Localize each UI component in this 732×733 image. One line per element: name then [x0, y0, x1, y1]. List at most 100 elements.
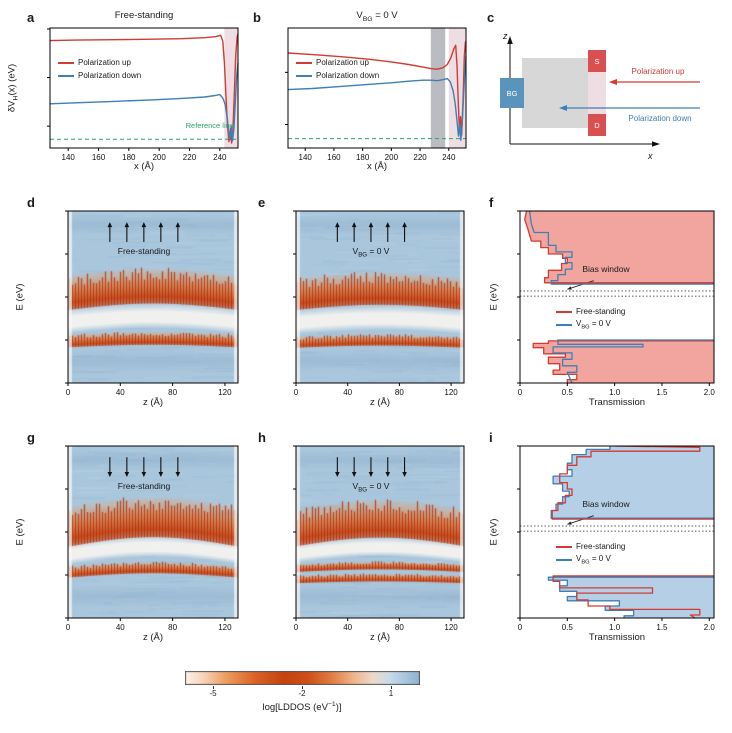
panel-e-annotation: VBG = 0 V [352, 246, 390, 259]
legend-label-free-standing: Free-standing [576, 542, 626, 551]
svg-text:0: 0 [518, 388, 523, 397]
panel-label-d: d [27, 195, 35, 210]
legend-line-polarization-up [58, 61, 74, 64]
svg-text:1.5: 1.5 [656, 623, 668, 632]
svg-text:80: 80 [395, 388, 404, 397]
polarization-down-arrowhead [559, 105, 567, 111]
source-label: S [594, 57, 599, 66]
panel-g-xlabel: z (Å) [142, 632, 164, 643]
channel-region [522, 58, 588, 128]
legend-label-free-standing: Free-standing [576, 307, 626, 316]
svg-text:1.5: 1.5 [656, 388, 668, 397]
svg-text:1.0: 1.0 [609, 623, 621, 632]
panel-b-title: VBG = 0 V [356, 10, 398, 23]
drain-electrode [588, 114, 606, 136]
svg-text:80: 80 [168, 623, 177, 632]
panel-label-i: i [489, 430, 493, 445]
svg-text:200: 200 [385, 153, 399, 162]
svg-text:40: 40 [116, 388, 125, 397]
colorbar-tick-label: -2 [298, 689, 306, 698]
colorbar [185, 671, 420, 685]
legend-label-polarization-up: Polarization up [316, 58, 369, 67]
svg-text:0.5: 0.5 [562, 388, 574, 397]
svg-text:40: 40 [343, 623, 352, 632]
panel-label-e: e [258, 195, 266, 210]
panel-i-xlabel: Transmission [588, 632, 646, 643]
polarization-down-label: Polarization down [628, 114, 691, 123]
panel-d-heatmap [68, 211, 238, 383]
svg-text:180: 180 [356, 153, 370, 162]
legend-line-free-standing [556, 310, 572, 313]
panel-f-xlabel: Transmission [588, 397, 646, 408]
legend-line-polarization-up [296, 61, 312, 64]
panel-label-h: h [258, 430, 266, 445]
svg-text:0.5: 0.5 [562, 623, 574, 632]
panel-g-heatmap [68, 446, 238, 618]
svg-text:120: 120 [218, 623, 232, 632]
panel-h-axes: 0 40 80 120 [293, 445, 465, 632]
svg-text:180: 180 [122, 153, 136, 162]
legend-line-vbg [556, 558, 572, 561]
bias-window-label-f: Bias window [582, 264, 630, 274]
svg-text:240: 240 [442, 153, 456, 162]
source-electrode [588, 50, 606, 72]
svg-text:120: 120 [218, 388, 232, 397]
legend-label-polarization-down: Polarization down [316, 71, 380, 80]
legend-label-polarization-up: Polarization up [78, 58, 131, 67]
polarization-up-label: Polarization up [632, 67, 685, 76]
panel-h-heatmap [296, 446, 464, 618]
panel-label-c: c [487, 10, 495, 25]
panel-e-axes: 0 40 80 120 [293, 210, 465, 397]
svg-text:0: 0 [294, 388, 299, 397]
reference-line-label: Reference line [185, 121, 234, 130]
svg-text:160: 160 [327, 153, 341, 162]
panel-f-ylabel: E (eV) [488, 283, 500, 311]
svg-text:0: 0 [294, 623, 299, 632]
panel-i-legend: Free-standing VBG = 0 V [556, 540, 625, 566]
svg-text:140: 140 [62, 153, 76, 162]
panel-f-legend: Free-standing VBG = 0 V [556, 305, 625, 331]
panel-i-chart: 0 0.5 1.0 1.5 2.0 [517, 445, 715, 632]
svg-text:220: 220 [413, 153, 427, 162]
legend-label-polarization-down: Polarization down [78, 71, 142, 80]
panel-b-legend: Polarization up Polarization down [296, 56, 379, 82]
svg-text:40: 40 [343, 388, 352, 397]
legend-label-vbg: VBG = 0 V [576, 318, 611, 331]
panel-label-g: g [27, 430, 35, 445]
panel-h-xlabel: z (Å) [369, 632, 391, 643]
colorbar-tick-label: 1 [388, 689, 394, 698]
panel-e-heatmap [296, 211, 464, 383]
svg-text:0: 0 [66, 623, 71, 632]
svg-text:120: 120 [444, 623, 458, 632]
bias-window-label-i: Bias window [582, 499, 630, 509]
svg-text:40: 40 [116, 623, 125, 632]
panel-a-xlabel: x (Å) [133, 161, 155, 172]
panel-b-xlabel: x (Å) [366, 161, 388, 172]
svg-text:2.0: 2.0 [704, 388, 716, 397]
svg-text:220: 220 [183, 153, 197, 162]
svg-text:0: 0 [518, 623, 523, 632]
panel-label-a: a [27, 10, 35, 25]
svg-text:120: 120 [444, 388, 458, 397]
legend-line-vbg [556, 323, 572, 326]
x-axis-arrowhead [652, 141, 660, 147]
legend-line-polarization-down [58, 74, 74, 77]
panel-d-ylabel: E (eV) [14, 283, 26, 311]
panel-d-xlabel: z (Å) [142, 397, 164, 408]
panel-i-ylabel: E (eV) [488, 518, 500, 546]
svg-text:80: 80 [395, 623, 404, 632]
panel-h-annotation: VBG = 0 V [352, 481, 390, 494]
colorbar-tick [213, 686, 214, 689]
z-axis-label: z [502, 31, 508, 41]
panel-g-ylabel: E (eV) [14, 518, 26, 546]
panel-d-axes: 0 40 80 120 [65, 210, 239, 397]
back-gate-label: BG [507, 89, 518, 98]
colorbar-tick [391, 686, 392, 689]
back-gate [500, 78, 524, 108]
legend-line-free-standing [556, 545, 572, 548]
z-axis-arrowhead [507, 36, 513, 44]
colorbar-label: log[LDDOS (eV−1)] [262, 701, 342, 714]
svg-text:140: 140 [299, 153, 313, 162]
svg-text:240: 240 [213, 153, 227, 162]
x-axis-label: x [647, 151, 653, 161]
